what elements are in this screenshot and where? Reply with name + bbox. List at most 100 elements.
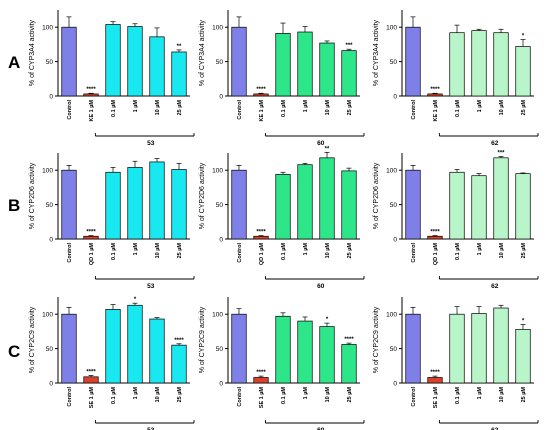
y-tick-label: 100 — [386, 25, 397, 32]
significance-label: ** — [177, 44, 182, 50]
y-tick-label: 50 — [390, 59, 398, 66]
x-tick-label: 1 µM — [477, 100, 483, 113]
y-tick-label: 100 — [42, 312, 53, 319]
x-tick-label: Control — [67, 100, 73, 120]
y-tick-label: 50 — [46, 346, 54, 353]
y-axis-label: % of CYP2C9 activity — [373, 306, 380, 373]
bar — [105, 24, 121, 97]
x-tick-label: KE 1 µM — [433, 100, 439, 122]
significance-label: *** — [345, 43, 353, 49]
bar — [471, 175, 487, 240]
x-tick-label: 25 µM — [347, 243, 353, 259]
compound-group-label: 60 — [317, 140, 325, 147]
bar — [297, 31, 313, 97]
x-tick-label: Control — [67, 387, 73, 407]
bar — [341, 170, 357, 240]
bar — [231, 26, 247, 97]
bar — [319, 42, 335, 97]
bar — [127, 304, 143, 384]
bar — [253, 235, 269, 240]
bar — [515, 46, 531, 97]
y-tick-label: 100 — [42, 168, 53, 175]
y-tick-label: 50 — [216, 346, 224, 353]
y-axis-label: % of CYP2D6 activity — [29, 162, 36, 229]
y-tick-label: 100 — [212, 312, 223, 319]
significance-label: * — [134, 297, 137, 303]
bar — [105, 171, 121, 240]
bar — [449, 171, 465, 240]
bar — [449, 32, 465, 97]
significance-label: **** — [256, 87, 266, 93]
bar — [127, 167, 143, 240]
bar — [231, 313, 247, 384]
y-tick-label: 0 — [393, 380, 397, 387]
x-tick-label: 25 µM — [177, 100, 183, 116]
x-tick-label: 1 µM — [303, 100, 309, 113]
x-tick-label: QD 1 µM — [433, 243, 439, 266]
bar — [493, 32, 509, 97]
significance-label: **** — [174, 338, 184, 344]
bar — [515, 173, 531, 240]
significance-label: * — [522, 34, 525, 40]
x-tick-label: KE 1 µM — [89, 100, 95, 122]
bar — [341, 344, 357, 384]
x-tick-label: QD 1 µM — [89, 243, 95, 266]
x-tick-label: 25 µM — [521, 243, 527, 259]
significance-label: *** — [497, 150, 505, 156]
bar — [149, 318, 165, 384]
bar — [83, 235, 99, 240]
y-tick-label: 0 — [393, 93, 397, 100]
x-tick-label: 25 µM — [177, 243, 183, 259]
chart-panel: % of CYP2C9 activity 0 50 100 Control **** SE … — [29, 297, 195, 430]
y-tick-label: 100 — [386, 168, 397, 175]
x-tick-label: SE 1 µM — [89, 387, 95, 409]
bar — [471, 313, 487, 384]
x-tick-label: 1 µM — [133, 243, 139, 256]
bar — [493, 157, 509, 240]
bar — [83, 376, 99, 384]
y-tick-label: 0 — [219, 236, 223, 243]
x-tick-label: Control — [411, 243, 417, 263]
x-tick-label: 1 µM — [477, 387, 483, 400]
compound-group-label: 60 — [317, 283, 325, 290]
y-tick-label: 0 — [49, 236, 53, 243]
bar — [275, 173, 291, 240]
bar — [61, 26, 77, 97]
y-tick-label: 50 — [46, 59, 54, 66]
x-tick-label: Control — [237, 387, 243, 407]
bar — [61, 313, 77, 384]
x-tick-label: QD 1 µM — [259, 243, 265, 266]
bar — [405, 313, 421, 384]
x-tick-label: 0.1 µM — [281, 100, 287, 117]
significance-label: **** — [430, 230, 440, 236]
bar — [297, 320, 313, 384]
y-tick-label: 50 — [390, 346, 398, 353]
x-tick-label: 25 µM — [521, 387, 527, 403]
bar — [297, 164, 313, 240]
bar — [149, 161, 165, 240]
bar — [405, 169, 421, 240]
x-tick-label: 1 µM — [477, 243, 483, 256]
x-tick-label: 25 µM — [347, 387, 353, 403]
x-tick-label: Control — [411, 387, 417, 407]
bar — [515, 328, 531, 384]
bar — [253, 93, 269, 97]
x-tick-label: 10 µM — [499, 243, 505, 259]
y-tick-label: 0 — [49, 93, 53, 100]
bar — [427, 377, 443, 384]
significance-label: **** — [344, 337, 354, 343]
x-tick-label: 10 µM — [155, 387, 161, 403]
x-tick-label: 10 µM — [325, 243, 331, 259]
y-tick-label: 100 — [212, 25, 223, 32]
x-tick-label: 0.1 µM — [455, 387, 461, 404]
compound-group-label: 60 — [317, 427, 325, 430]
x-tick-label: 0.1 µM — [281, 243, 287, 260]
y-tick-label: 100 — [42, 25, 53, 32]
bar — [171, 169, 187, 240]
bar — [127, 26, 143, 97]
chart-panel: % of CYP2D6 activity 0 50 100 Control **** QD … — [199, 146, 365, 290]
x-tick-label: 25 µM — [521, 100, 527, 116]
y-tick-label: 50 — [390, 202, 398, 209]
x-tick-label: 10 µM — [499, 100, 505, 116]
y-axis-label: % of CYP2D6 activity — [373, 162, 380, 229]
